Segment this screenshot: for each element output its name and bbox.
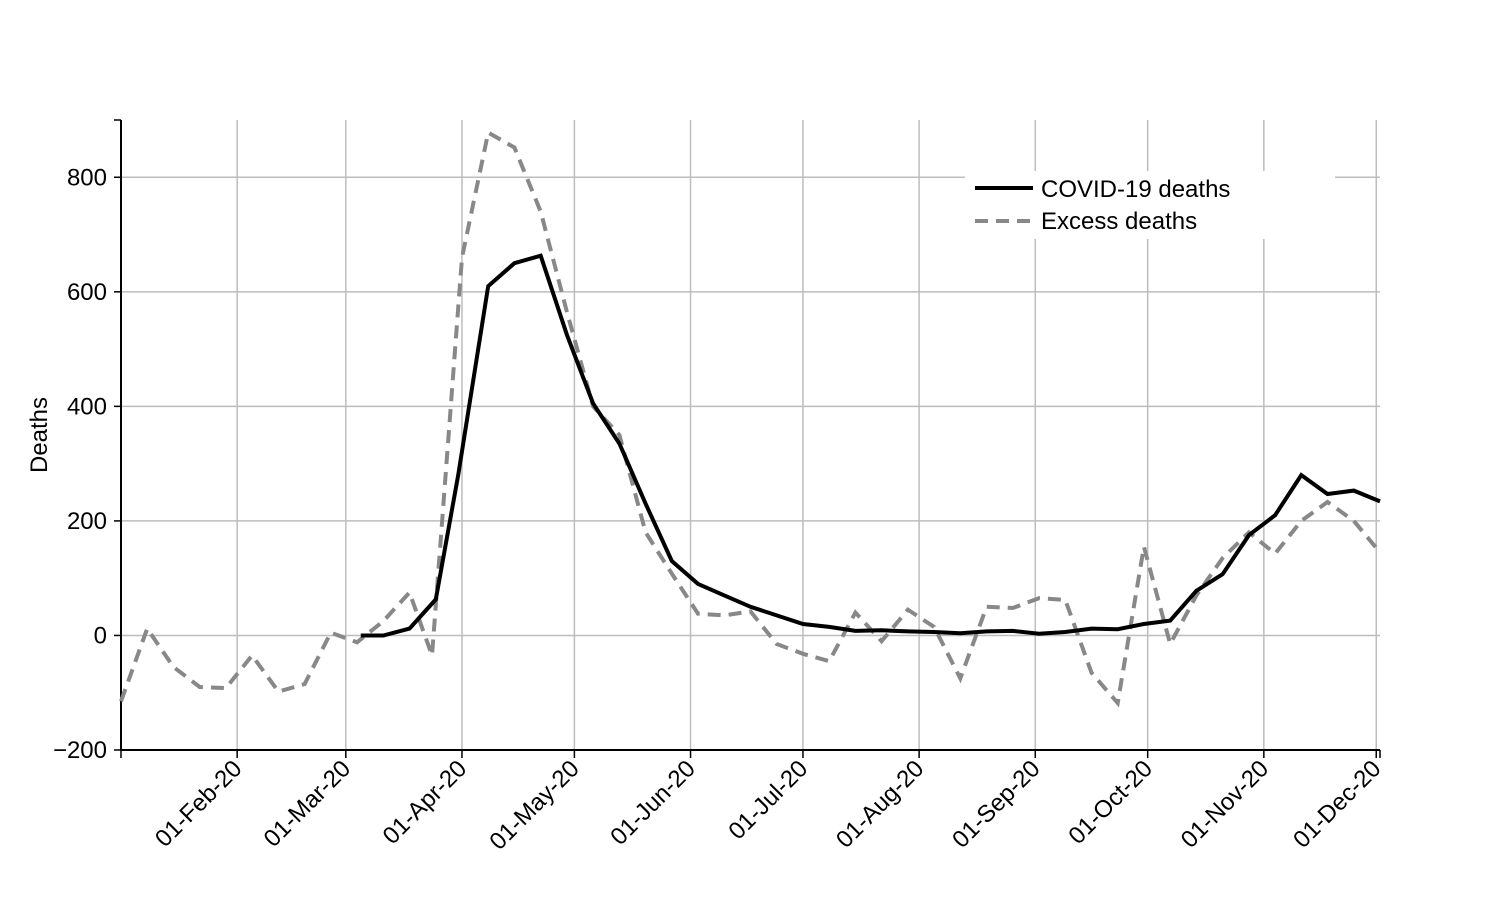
y-tick-label: 800 — [67, 164, 107, 191]
x-tick-label: 01-May-20 — [484, 755, 584, 855]
x-tick-label: 01-Sep-20 — [947, 755, 1045, 853]
x-tick-label: 01-Apr-20 — [378, 755, 473, 850]
legend-background — [965, 171, 1335, 239]
x-tick-label: 01-Dec-20 — [1288, 755, 1386, 853]
x-axis-ticks: 01-Feb-20 01-Mar-20 01-Apr-20 01-May-20 01-J… — [150, 750, 1386, 855]
y-tick-label: 200 — [67, 508, 107, 535]
gridlines — [121, 120, 1380, 751]
x-tick-label: 01-Oct-20 — [1063, 755, 1158, 850]
x-tick-label: 01-Jun-20 — [605, 755, 701, 851]
y-tick-label: 400 — [67, 393, 107, 420]
y-tick-label: 600 — [67, 279, 107, 306]
x-tick-label: 01-Feb-20 — [150, 755, 247, 852]
x-tick-label: 01-Mar-20 — [259, 755, 356, 852]
y-tick-label: 0 — [94, 622, 107, 649]
x-tick-label: 01-Nov-20 — [1176, 755, 1274, 853]
series-line-covid-deaths — [360, 253, 1381, 638]
y-axis-label: Deaths — [26, 397, 53, 473]
series-lines — [119, 129, 1382, 708]
legend: COVID-19 deaths Excess deaths — [965, 171, 1335, 239]
legend-label-excess-deaths: Excess deaths — [1041, 208, 1197, 235]
legend-label-covid-deaths: COVID-19 deaths — [1041, 176, 1230, 203]
y-axis-ticks: −200 0 200 400 600 800 — [53, 164, 121, 764]
x-tick-label: 01-Jul-20 — [723, 755, 813, 845]
x-tick-label: 01-Aug-20 — [831, 755, 929, 853]
y-tick-label: −200 — [53, 737, 107, 764]
axes — [114, 119, 1381, 758]
